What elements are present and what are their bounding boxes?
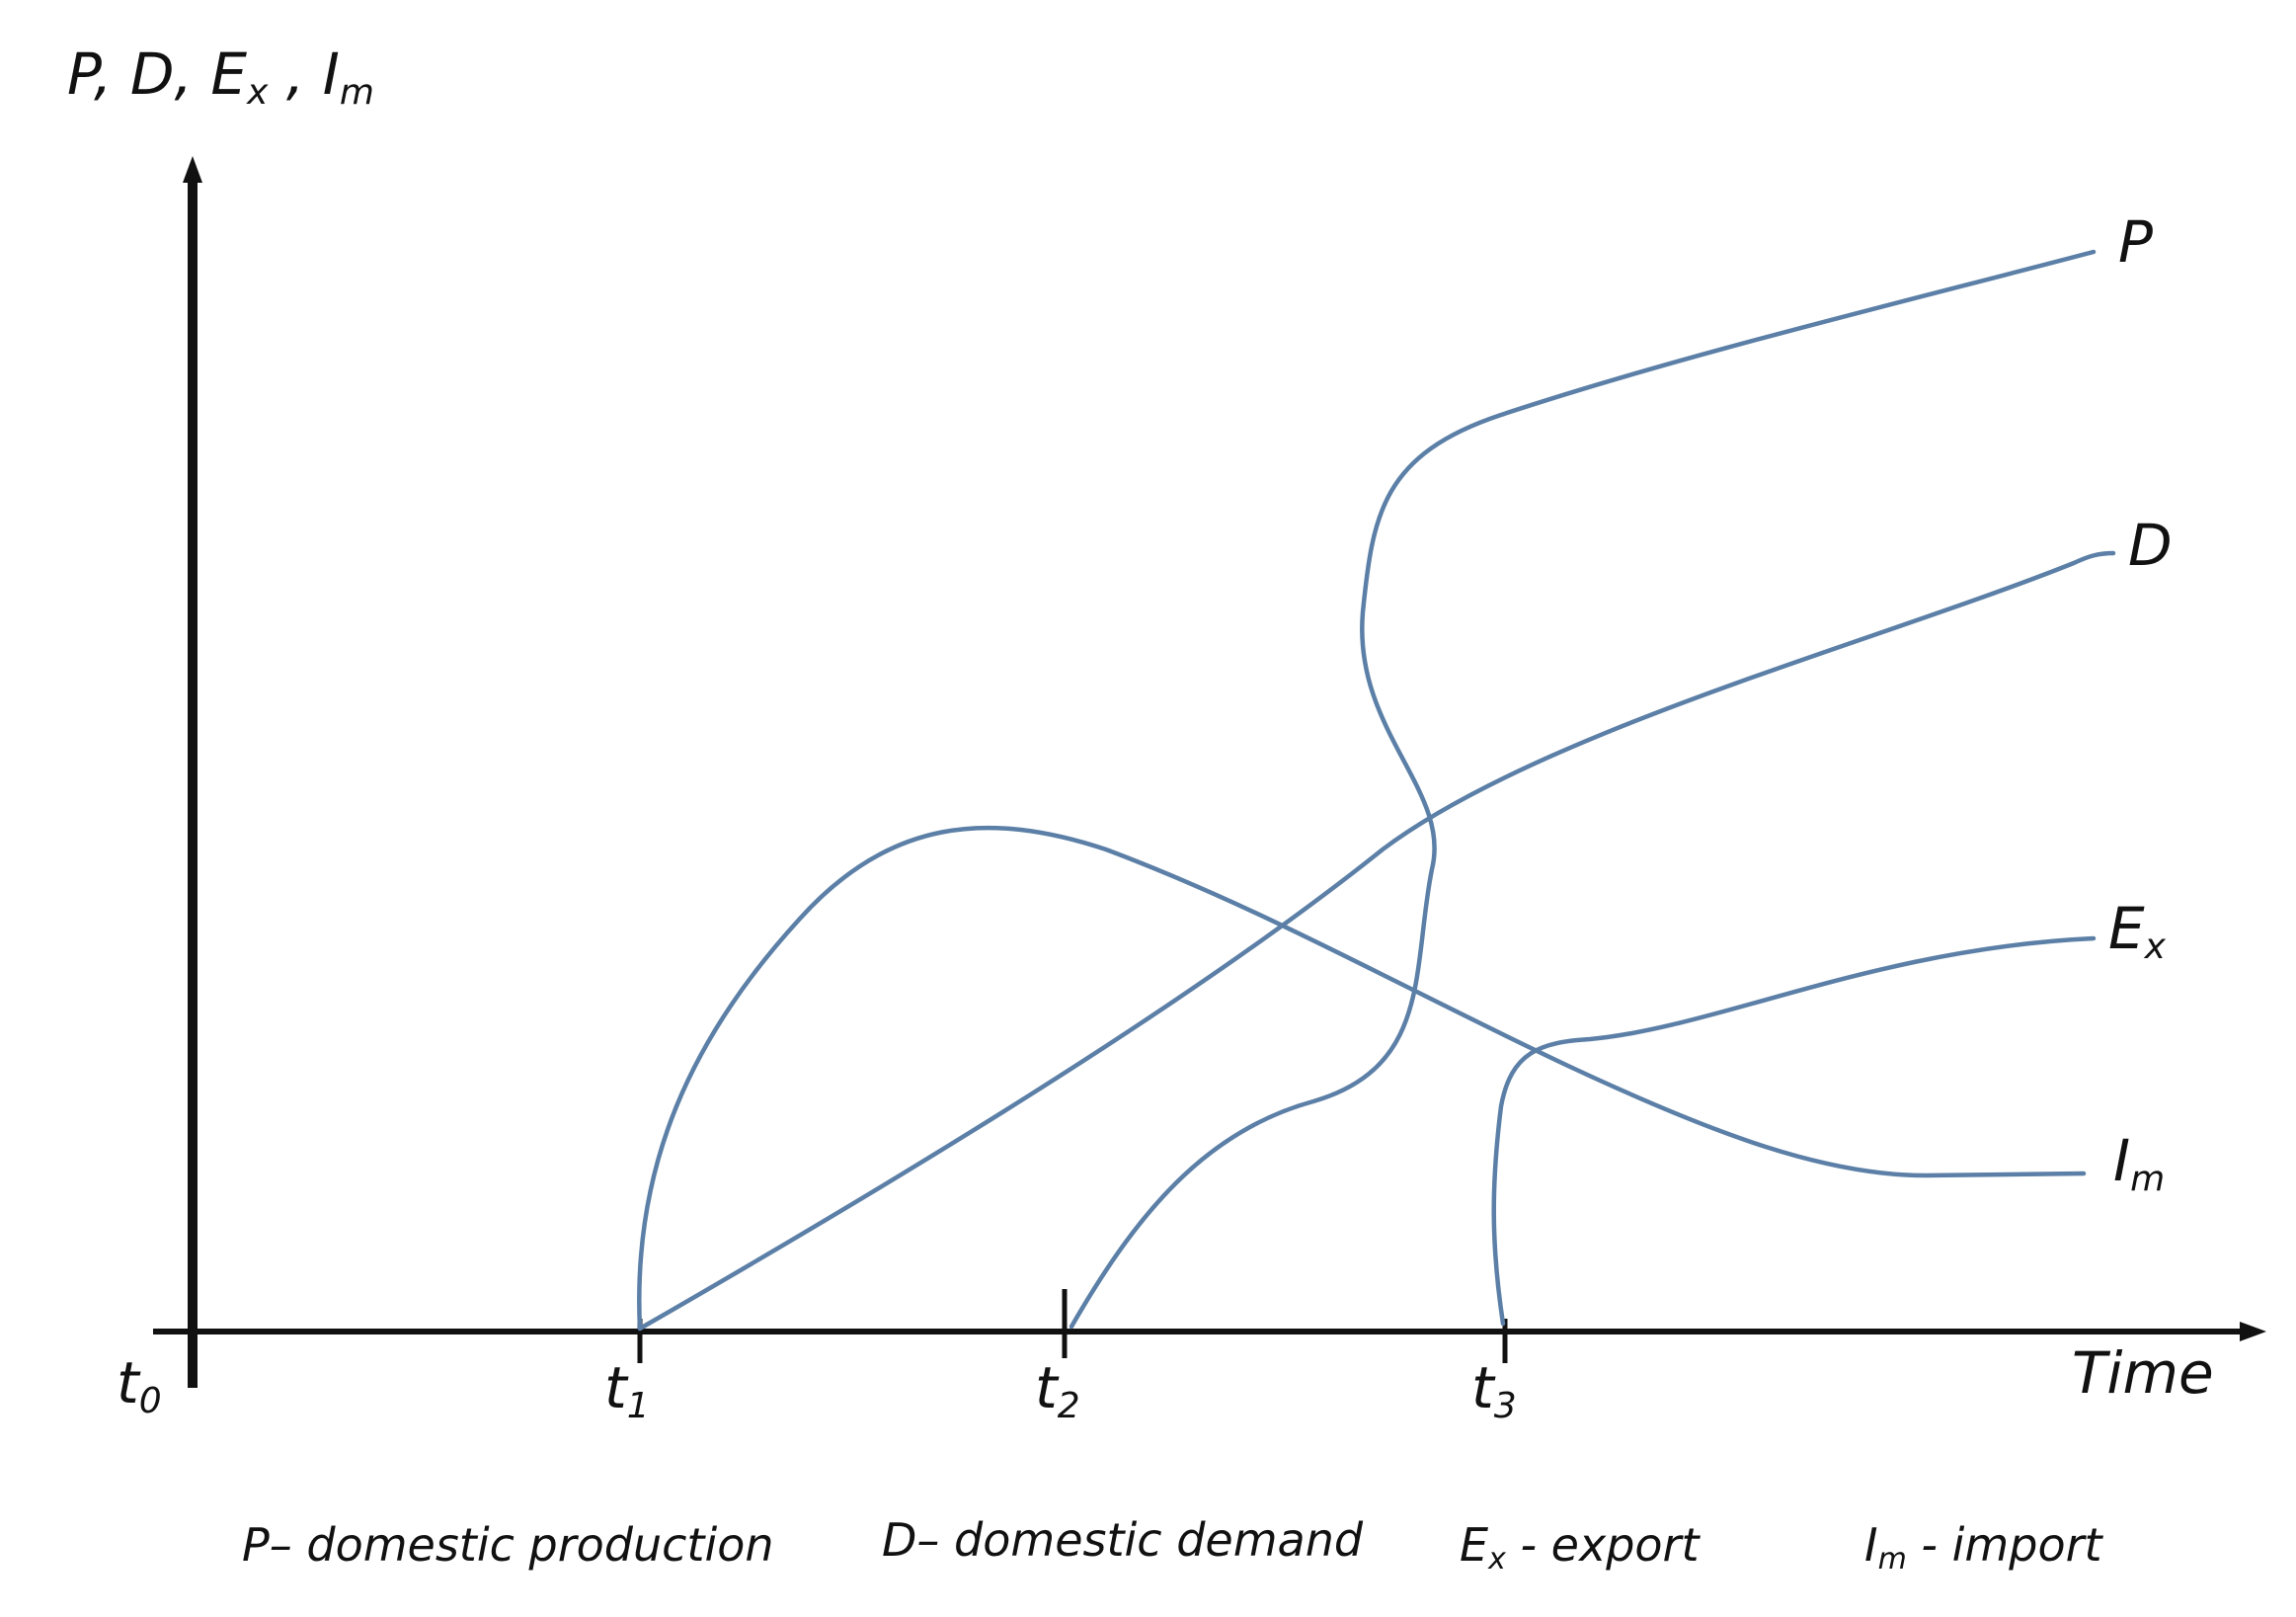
curve-import	[637, 825, 2087, 1332]
y-label-ex-sub: x	[246, 72, 269, 113]
curve-domestic-demand	[637, 550, 2116, 1332]
x-axis-label: Time	[2072, 1339, 2214, 1407]
legend-item-demand: D– domestic demand	[882, 1513, 1364, 1567]
curve-label-ex: Ex	[2108, 895, 2167, 967]
curve-label-p: P	[2118, 208, 2153, 276]
legend-item-export: Ex - export	[1460, 1518, 1701, 1577]
y-label-im-sub: m	[340, 72, 374, 113]
legend-item-production: P– domestic production	[242, 1518, 774, 1572]
legend-item-import: Im - import	[1864, 1518, 2104, 1577]
tick-label-t1: t1	[604, 1354, 650, 1426]
x-axis-arrow	[2240, 1322, 2266, 1341]
curve-label-d: D	[2128, 512, 2173, 579]
tick-label-t0: t0	[117, 1349, 162, 1421]
y-label-im: I	[323, 40, 340, 108]
y-axis-label: P, D, Ex , Im	[67, 40, 374, 113]
curve-export	[1491, 935, 2097, 1327]
curve-domestic-production	[1069, 249, 2097, 1330]
tick-label-t3: t3	[1471, 1354, 1517, 1426]
tick-label-t2: t2	[1035, 1354, 1080, 1426]
y-label-ex: E	[210, 40, 247, 108]
curve-label-im: Im	[2113, 1127, 2165, 1199]
y-axis-arrow	[183, 156, 202, 183]
y-label-d: D	[130, 40, 175, 108]
